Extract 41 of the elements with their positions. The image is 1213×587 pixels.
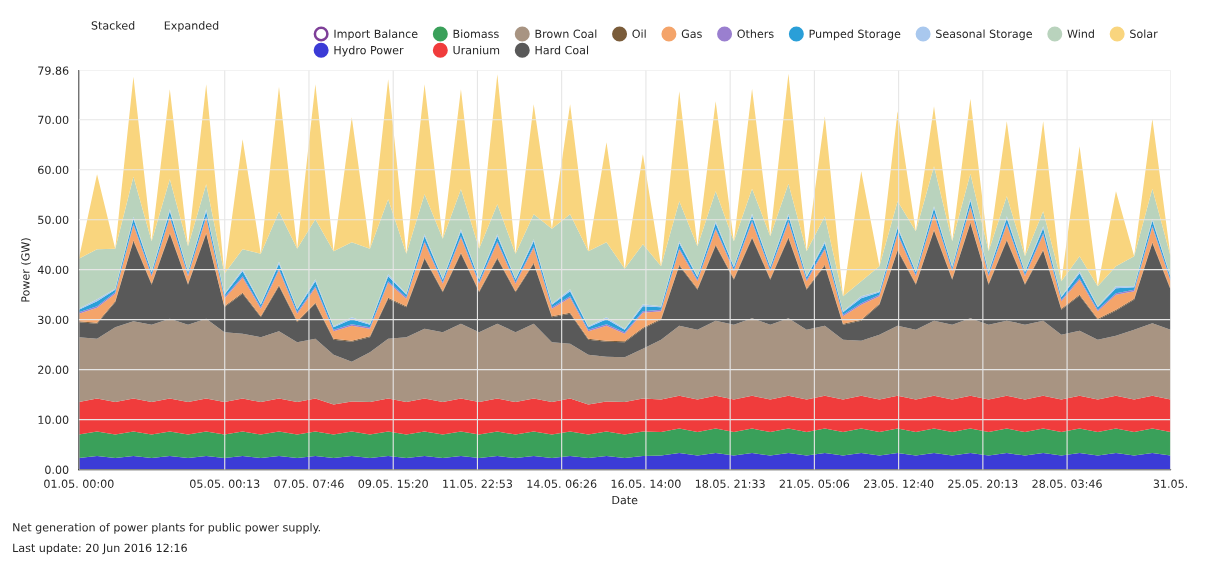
legend-label: Wind xyxy=(1067,29,1094,38)
x-tick-label: 16.05. 14:00 xyxy=(611,479,681,488)
legend-label: Uranium xyxy=(453,45,500,55)
x-tick-label: 23.05. 12:40 xyxy=(864,479,934,488)
legend-label: Hydro Power xyxy=(334,45,404,57)
x-axis-title: Date xyxy=(612,495,638,505)
legend-label: Solar xyxy=(1130,29,1158,38)
y-tick-label: 60.00 xyxy=(38,165,69,175)
legend-label: Pumped Storage xyxy=(809,29,901,41)
legend-label: Hard Coal xyxy=(535,45,589,55)
legend-label: Oil xyxy=(632,29,646,38)
x-tick-label: 05.05. 00:13 xyxy=(190,479,260,488)
x-tick-label: 01.05. 00:00 xyxy=(44,479,114,488)
y-tick-label: 30.00 xyxy=(38,315,69,325)
y-tick-label: 70.00 xyxy=(38,115,69,125)
legend-label: Biomass xyxy=(453,29,499,38)
x-tick-label: 14.05. 06:26 xyxy=(527,479,597,488)
text: Net generation of power plants for public power supply. xyxy=(13,522,320,534)
y-tick-label: 79.86 xyxy=(38,66,69,75)
y-tick-label: 0.00 xyxy=(45,465,69,474)
text: Last update: 20 Jun 2016 12:16 xyxy=(13,543,187,555)
y-tick-label: 10.00 xyxy=(38,415,69,424)
x-tick-label: 09.05. 15:20 xyxy=(358,479,428,488)
text: Expanded xyxy=(164,21,219,32)
x-tick-label: 28.05. 03:46 xyxy=(1032,479,1102,488)
legend-label: Others xyxy=(737,29,774,38)
y-tick-label: 20.00 xyxy=(38,365,69,375)
y-axis-title: Power (GW) xyxy=(21,238,31,302)
y-tick-label: 50.00 xyxy=(38,215,69,225)
legend-label: Import Balance xyxy=(334,29,418,41)
y-tick-label: 40.00 xyxy=(37,265,69,275)
x-tick-label: 25.05. 20:13 xyxy=(948,479,1018,488)
legend-label: Seasonal Storage xyxy=(936,29,1032,41)
x-tick-label: 18.05. 21:33 xyxy=(695,479,765,488)
x-tick-label: 11.05. 22:53 xyxy=(443,479,512,488)
x-tick-label: 31.05. xyxy=(1153,479,1188,488)
legend-label: Gas xyxy=(681,29,702,38)
text: Stacked xyxy=(91,21,135,30)
x-tick-label: 21.05. 05:06 xyxy=(779,479,850,488)
legend-label: Brown Coal xyxy=(535,29,597,38)
x-tick-label: 07.05. 07:46 xyxy=(274,479,344,488)
